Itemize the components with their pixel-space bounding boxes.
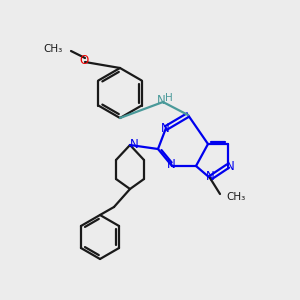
- Text: H: H: [165, 93, 173, 103]
- Text: CH₃: CH₃: [226, 192, 245, 202]
- Text: N: N: [160, 122, 169, 134]
- Text: N: N: [167, 158, 176, 172]
- Text: N: N: [130, 137, 138, 151]
- Text: N: N: [206, 170, 214, 184]
- Text: O: O: [80, 53, 88, 67]
- Text: N: N: [157, 94, 165, 106]
- Text: N: N: [226, 160, 234, 172]
- Text: CH₃: CH₃: [44, 44, 63, 54]
